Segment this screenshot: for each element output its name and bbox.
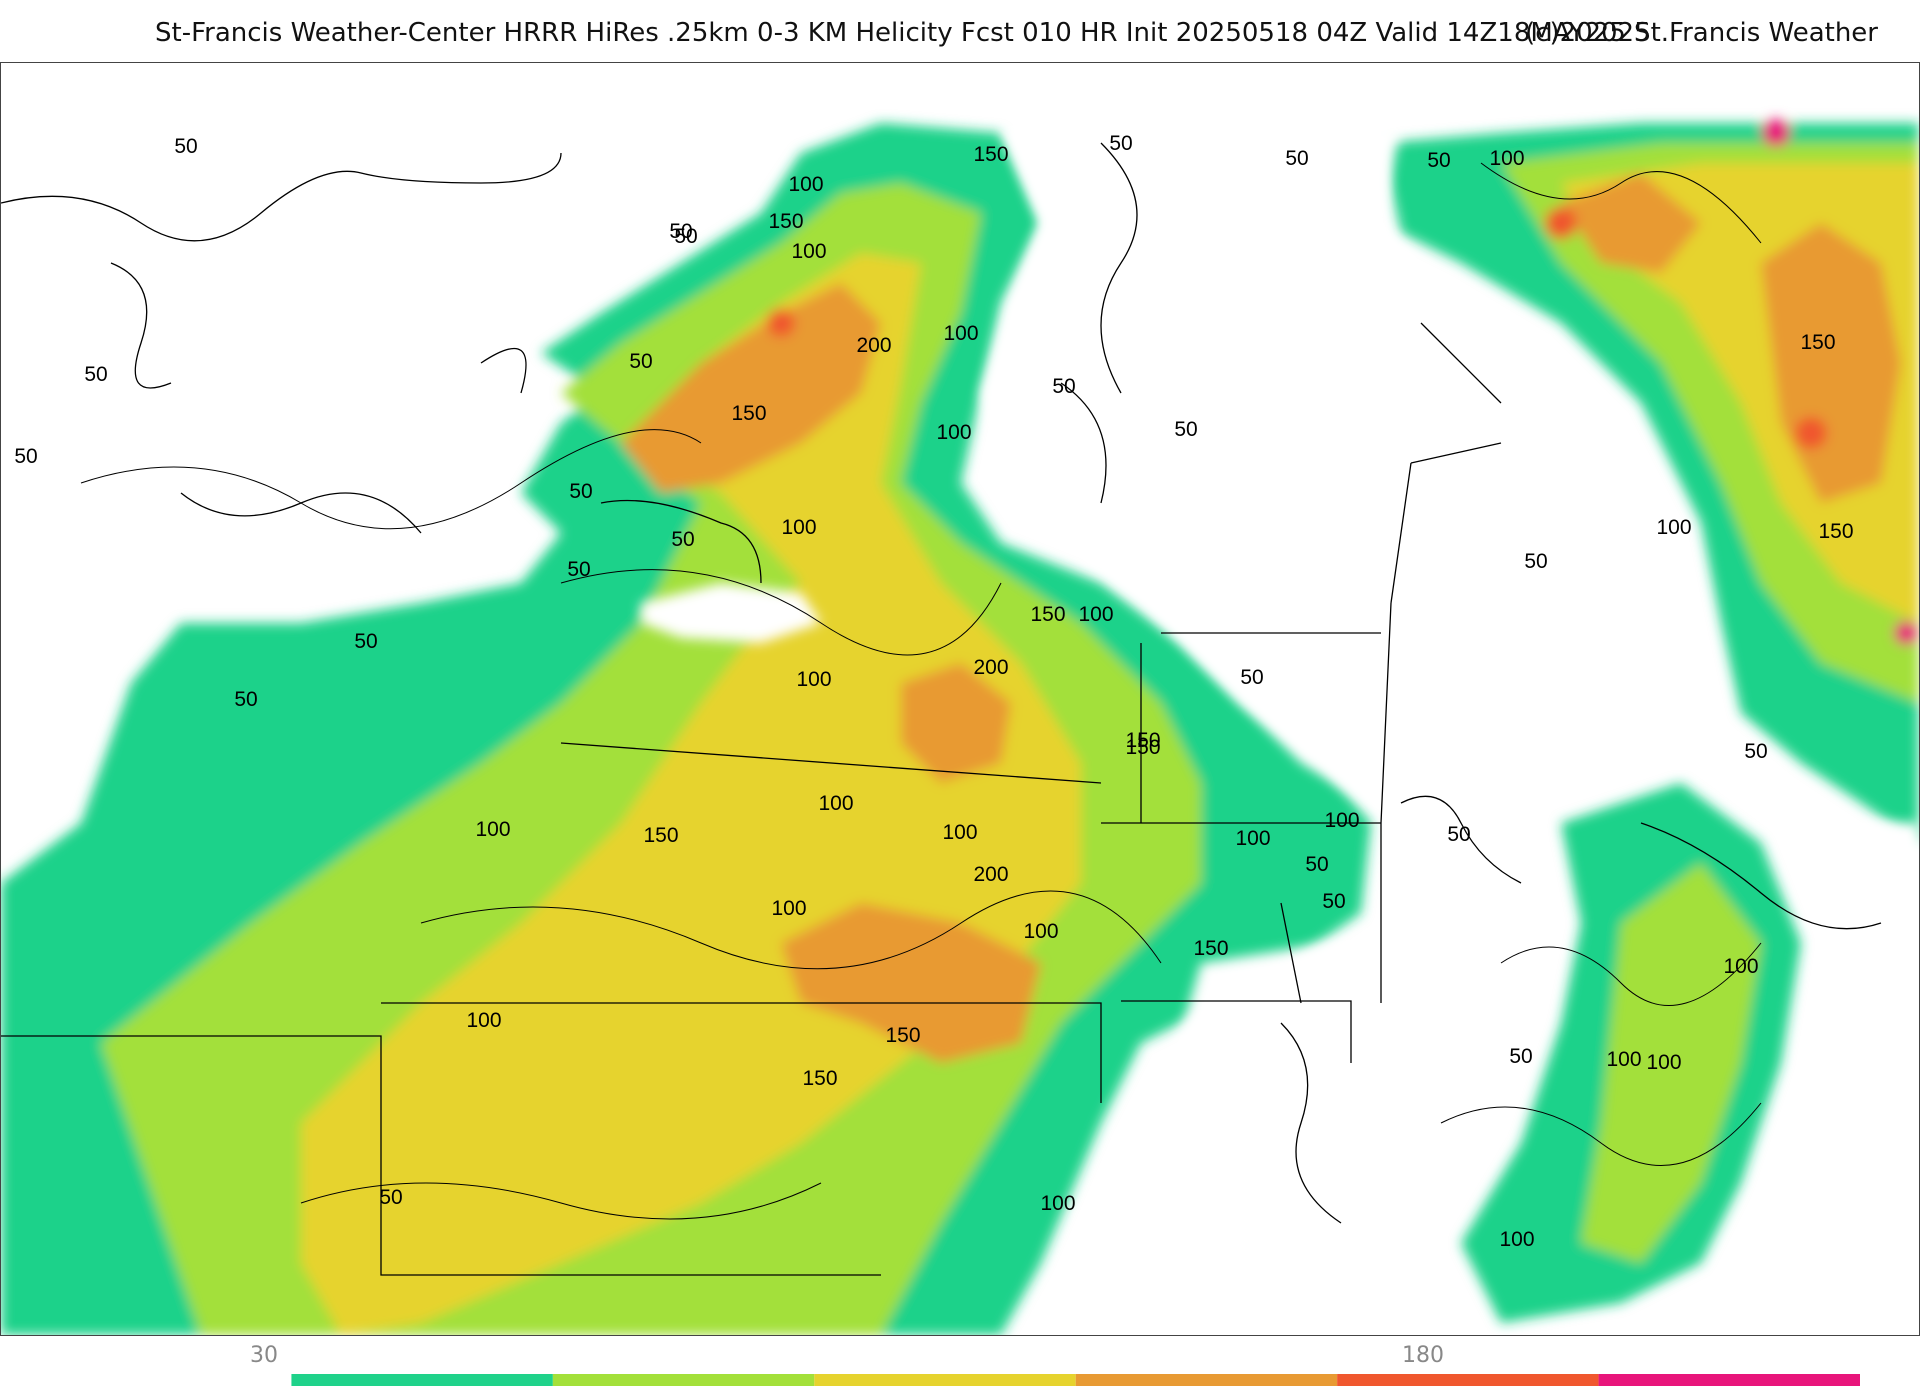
contour-label: 150 [768, 210, 803, 233]
contour-label-layer: 5050505050100150505015010020010010015050… [14, 132, 1853, 1251]
contour-label: 200 [856, 334, 891, 357]
contour-label: 150 [1800, 331, 1835, 354]
helicity-fill-orange-top [1561, 173, 1701, 273]
contour-label: 100 [1723, 955, 1758, 978]
contour-label: 100 [943, 322, 978, 345]
helicity-map[interactable]: 50 50 50 50 50 100 150 50 50 150 100 200 100 100 150 50… [0, 62, 1920, 1336]
state-border [1, 442, 1502, 1276]
contour-label: 100 [1606, 1048, 1641, 1071]
contour-label: 100 [791, 240, 826, 263]
contour-label: 150 [1193, 937, 1228, 960]
contour-label: 50 [671, 528, 694, 551]
contour-label: 50 [1509, 1045, 1532, 1068]
contour-label: 50 [234, 688, 257, 711]
colorbar-segment [814, 1374, 1076, 1386]
helicity-fill-magenta-spot [1894, 621, 1918, 645]
contour-label: 100 [1324, 809, 1359, 832]
colorbar-segment [1598, 1374, 1860, 1386]
contour-label: 200 [973, 656, 1008, 679]
colorbar-segment [552, 1374, 815, 1386]
contour-label: 50 [1305, 853, 1328, 876]
shading-layer [1, 119, 1919, 1335]
contour-label: 150 [643, 824, 678, 847]
colorbar-segment [1337, 1374, 1599, 1386]
contour-label: 50 [1174, 418, 1197, 441]
helicity-fill-red-spot [1545, 207, 1577, 239]
contour-label: 100 [1040, 1192, 1075, 1215]
contour-label: 50 [1109, 132, 1132, 155]
colorbar-tick-label: 30 [250, 1343, 278, 1368]
title-bar: St-Francis Weather-Center HRRR HiRes .25… [0, 0, 1920, 62]
contour-label: 50 [14, 445, 37, 468]
contour-lines [80, 162, 1762, 1220]
low-helicity-atlantic-east [1841, 823, 1919, 1103]
contour-label: 50 [567, 558, 590, 581]
geographic-boundaries [1, 142, 1882, 1276]
copyright-notice: (c)2025 St.Francis Weather [1525, 18, 1878, 48]
low-helicity-areas [1, 123, 1919, 1335]
helicity-fill-magenta-spot [1762, 119, 1790, 147]
contour-label: 100 [942, 821, 977, 844]
contour-label: 100 [466, 1009, 501, 1032]
colorbar-tick-label: 180 [1402, 1343, 1444, 1368]
colorbar-segment [30, 1374, 292, 1386]
helicity-fill-lime-se [1581, 863, 1761, 1263]
contour-label: 100 [771, 897, 806, 920]
contour-label: 100 [1023, 920, 1058, 943]
map-title: St-Francis Weather-Center HRRR HiRes .25… [155, 18, 1651, 48]
contour-label: 150 [1125, 736, 1160, 759]
contour-label: 100 [1489, 147, 1524, 170]
contour-label: 150 [1125, 729, 1160, 752]
contour-label: 50 [1524, 550, 1547, 573]
contour-label: 50 [84, 363, 107, 386]
contour-label: 50 [629, 350, 652, 373]
contour-label: 50 [1744, 740, 1767, 763]
colorbar-segment [291, 1374, 553, 1386]
contour-label: 200 [973, 863, 1008, 886]
low-helicity-nw [1, 123, 621, 643]
helicity-fill-orange-central [901, 663, 1011, 783]
contour-label: 50 [669, 220, 692, 243]
helicity-fill-red-spot [767, 309, 795, 337]
helicity-fill-red-spot [1795, 417, 1827, 449]
helicity-fill-orange-south [781, 903, 1041, 1063]
contour-label: 100 [1646, 1051, 1681, 1074]
contour-label: 50 [1427, 149, 1450, 172]
contour-label: 150 [802, 1067, 837, 1090]
contour-label: 100 [936, 421, 971, 444]
contour-label: 100 [1078, 603, 1113, 626]
contour-label: 50 [1052, 375, 1075, 398]
contour-label: 50 [379, 1186, 402, 1209]
contour-label: 50 [1240, 666, 1263, 689]
contour-label: 150 [1030, 603, 1065, 626]
contour-label: 100 [1235, 827, 1270, 850]
contour-label: 150 [731, 402, 766, 425]
contour-label: 100 [796, 668, 831, 691]
contour-label: 100 [818, 792, 853, 815]
contour-label: 100 [475, 818, 510, 841]
contour-label: 150 [1818, 520, 1853, 543]
low-helicity-southeast [1101, 923, 1521, 1335]
contour-label: 100 [1656, 516, 1691, 539]
contour-label: 100 [1499, 1228, 1534, 1251]
low-helicity-northeast [981, 125, 1701, 823]
helicity-fill-yellow-main [301, 253, 1081, 1335]
contour-label: 100 [781, 516, 816, 539]
contour-label: 50 [354, 630, 377, 653]
contour-label: 100 [788, 173, 823, 196]
contour-label: 50 [1447, 823, 1470, 846]
contour-label: 150 [973, 143, 1008, 166]
contour-label: 50 [1322, 890, 1345, 913]
contour-label: 50 [674, 225, 697, 248]
contour-label: 50 [1285, 147, 1308, 170]
colorbar-segment [1075, 1374, 1338, 1386]
contour-label: 150 [885, 1024, 920, 1047]
contour-label: 50 [174, 135, 197, 158]
colorbar [30, 1374, 1860, 1386]
helicity-fill-orange-north [621, 283, 881, 493]
contour-label: 50 [569, 480, 592, 503]
map-canvas: 5050505050100150505015010020010010015050… [1, 119, 1919, 1335]
